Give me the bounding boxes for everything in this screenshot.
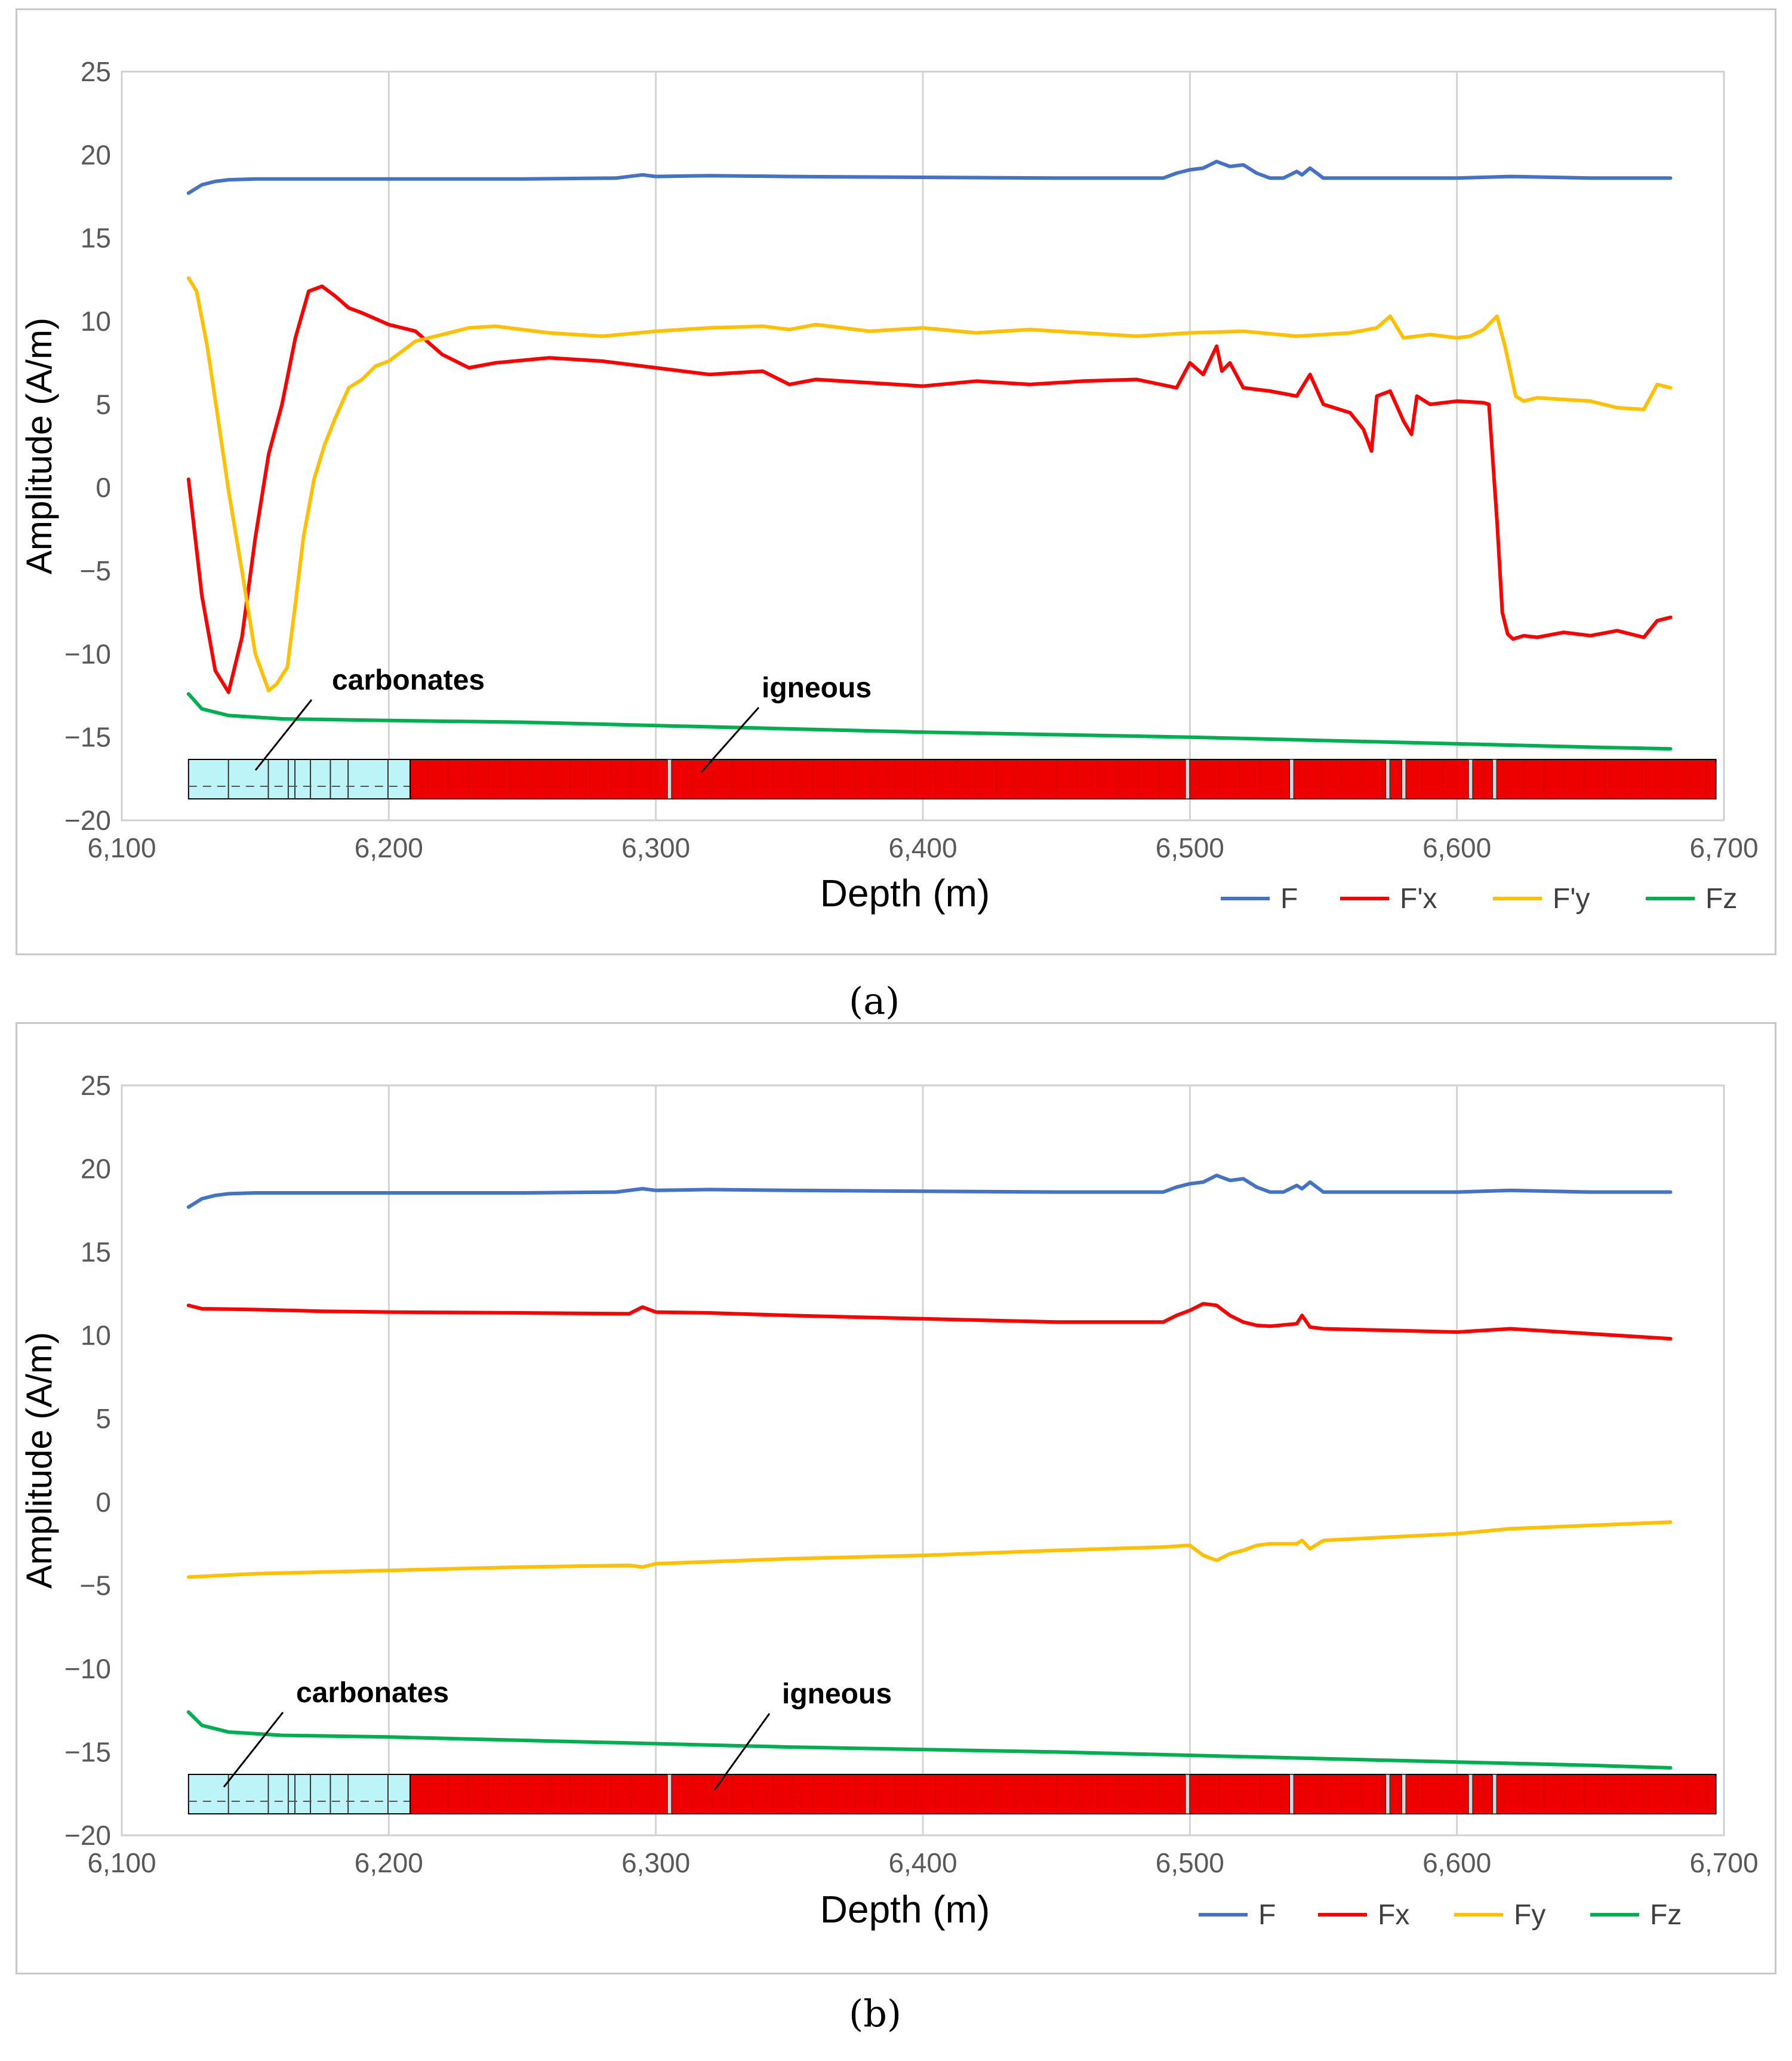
panel-b-lithology-igneous (409, 1774, 1717, 1814)
panel-a-x-tick-label: 6,200 (355, 832, 423, 863)
panel-a-lithology-column (187, 759, 1717, 799)
panel-b-lithology-separator (1289, 1774, 1295, 1814)
panel-a-lithology-separator (1385, 759, 1391, 799)
panel-b-series-fy (186, 1520, 1673, 1579)
panel-b-frame (16, 1022, 1776, 1974)
panel-a-legend-label: F (1280, 883, 1298, 915)
panel-a-y-tick-label: −15 (64, 722, 111, 753)
panel-b-legend: F Fx Fy Fz (1199, 1899, 1682, 1931)
panel-a-x-axis-title: Depth (m) (820, 872, 990, 915)
panel-a-lithology-carbonates (187, 759, 411, 799)
panel-b-y-tick-label: −5 (80, 1570, 111, 1601)
panel-b-annotation-leader (223, 1712, 284, 1788)
panel-a-legend-label: F'x (1400, 883, 1437, 915)
panel-a-lithology-separator (667, 759, 672, 799)
panel-a-x-tick-label: 6,100 (87, 832, 156, 863)
panel-a-x-tick-label: 6,400 (888, 832, 957, 863)
panel-a-series-fz (186, 692, 1673, 751)
panel-b-lithology-separator (1401, 1774, 1406, 1814)
panel-b-lithology-separator (1468, 1774, 1473, 1814)
panel-a-y-tick-label: −20 (64, 805, 111, 836)
panel-a-lithology-igneous (409, 759, 1717, 799)
panel-b-y-tick-label: −10 (64, 1653, 111, 1684)
panel-a-x-tick-label: 6,500 (1156, 832, 1224, 863)
panel-b-lithology-column (187, 1774, 1717, 1814)
panel-b-x-tick-label: 6,300 (621, 1847, 690, 1878)
panel-a-y-tick-label: 15 (81, 223, 111, 254)
panel-b-y-tick-label: 25 (81, 1070, 111, 1101)
panel-a-lithology-separator (1492, 759, 1498, 799)
panel-a-annotation-leader (254, 699, 313, 771)
panel-b-x-tick-label: 6,100 (87, 1847, 156, 1878)
panel-b-x-tick-label: 6,700 (1689, 1847, 1758, 1878)
panel-b-y-tick-label: −15 (64, 1736, 111, 1767)
panel-a-annotation-carbonates: carbonates (332, 665, 485, 696)
panel-a-lithology-separator (1185, 759, 1190, 799)
panel-b-y-axis-title: Amplitude (A/m) (19, 1332, 59, 1589)
panel-a-y-axis-title: Amplitude (A/m) (19, 318, 59, 574)
panel-a-chart: 6,100 6,200 6,300 6,400 6,500 6,600 6,700 −20 −1… (19, 56, 1759, 915)
panel-b-annotation-leader (713, 1713, 771, 1791)
panel-a-y-tick-label: 25 (81, 56, 111, 87)
panel-a-lithology-separator (1289, 759, 1295, 799)
panel-a-y-tick-label: 0 (96, 472, 111, 503)
panel-b-legend-label: Fz (1650, 1899, 1682, 1931)
panel-a-x-tick-label: 6,600 (1422, 832, 1491, 863)
panel-a-y-tick-label: −5 (80, 555, 111, 586)
panel-a-series-fprime-x (186, 284, 1673, 694)
panel-b-y-tick-label: −20 (64, 1820, 111, 1851)
panel-b-lithology-separator (1385, 1774, 1391, 1814)
panel-a-legend-label: Fz (1705, 883, 1737, 915)
panel-label-b: (b) (849, 1992, 902, 2035)
panel-b-x-tick-label: 6,200 (355, 1847, 423, 1878)
panel-b-y-tick-label: 10 (81, 1320, 111, 1351)
panel-a-series-fprime-y (186, 276, 1673, 693)
panel-a-x-tick-label: 6,700 (1689, 832, 1758, 863)
panel-b-lithology-carbonates (187, 1774, 411, 1814)
panel-b-x-axis-title: Depth (m) (820, 1888, 990, 1931)
panel-b-series-fz (186, 1710, 1673, 1770)
panel-b-legend-label: Fy (1514, 1899, 1545, 1931)
panel-b-x-tick-label: 6,400 (888, 1847, 957, 1878)
panel-b-annotation-carbonates: carbonates (296, 1677, 449, 1709)
panel-a-legend-label: F'y (1553, 883, 1590, 915)
panel-a-frame (16, 8, 1776, 955)
panel-label-a: (a) (849, 979, 900, 1023)
panel-b-y-tick-label: 0 (96, 1487, 111, 1518)
panel-b-lithology-separator (667, 1774, 672, 1814)
panel-b-chart: 6,100 6,200 6,300 6,400 6,500 6,600 6,700 −20 −1… (19, 1070, 1759, 1931)
panel-b-x-tick-label: 6,500 (1156, 1847, 1224, 1878)
panel-a-annotation-leader (700, 707, 760, 773)
panel-b-lithology-separator (1492, 1774, 1498, 1814)
panel-b-series-f (186, 1173, 1673, 1209)
panel-b-series-fx (186, 1302, 1673, 1341)
panel-a-series-f (186, 159, 1673, 195)
panel-b-annotation-igneous: igneous (782, 1678, 892, 1710)
panel-b-y-tick-label: 5 (96, 1403, 111, 1434)
panel-b-x-tick-label: 6,600 (1422, 1847, 1491, 1878)
panel-b-y-tick-label: 15 (81, 1236, 111, 1268)
panel-a-y-tick-label: −10 (64, 638, 111, 669)
panel-b-y-tick-label: 20 (81, 1153, 111, 1185)
panel-b-legend-label: F (1258, 1899, 1276, 1931)
panel-a-lithology-separator (1468, 759, 1473, 799)
panel-a-y-tick-label: 5 (96, 389, 111, 420)
panel-a-legend: F F'x F'y Fz (1221, 883, 1737, 915)
panel-b-legend-label: Fx (1378, 1899, 1409, 1931)
panel-a-lithology-separator (1401, 759, 1406, 799)
panel-a-annotation-igneous: igneous (762, 672, 872, 704)
panel-b-lithology-separator (1185, 1774, 1190, 1814)
panel-a-x-tick-label: 6,300 (621, 832, 690, 863)
panel-a-y-tick-label: 10 (81, 306, 111, 337)
panel-a-y-tick-label: 20 (81, 139, 111, 170)
